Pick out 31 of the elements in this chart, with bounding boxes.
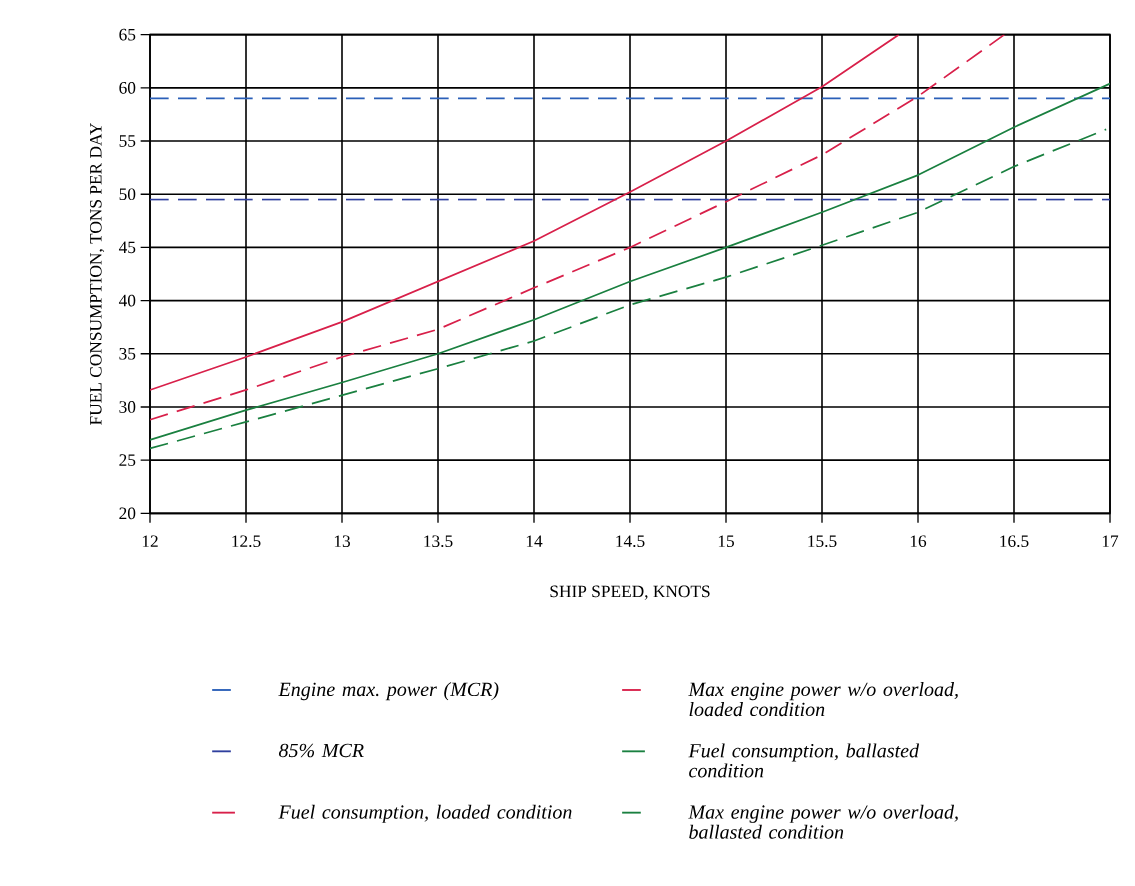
y-tick-label: 65 — [119, 28, 136, 41]
y-tick-label: 25 — [119, 454, 136, 466]
y-tick-label: 35 — [119, 347, 136, 360]
x-tick-label: 16.5 — [1000, 535, 1029, 548]
y-tick-label: 60 — [119, 82, 136, 94]
legend-label: 85% MCR — [278, 743, 364, 758]
x-tick-label: 14.5 — [616, 535, 645, 548]
x-axis-title: SHIP SPEED, KNOTS — [550, 585, 710, 600]
y-tick-label: 30 — [119, 401, 136, 413]
x-tick-label: 12.5 — [232, 535, 261, 548]
x-tick-label: 17 — [1102, 535, 1119, 547]
legend-label: Max engine power w/o overload, loaded condition — [688, 682, 958, 717]
y-tick-label: 50 — [119, 188, 136, 201]
legend-label: Fuel consumption, loaded condition — [278, 804, 572, 823]
x-tick-label: 12 — [142, 535, 158, 547]
legend-label: Fuel consumption, ballasted condition — [688, 743, 920, 778]
y-tick-label: 40 — [118, 294, 136, 307]
y-tick-label: 45 — [118, 241, 136, 254]
x-tick-label: 14 — [526, 535, 543, 547]
legend-label: Engine max. power (MCR) — [278, 682, 499, 701]
line-series — [150, 82, 1110, 441]
y-tick-label: 55 — [119, 135, 136, 147]
x-tick-label: 15 — [718, 535, 734, 547]
x-tick-label: 15.5 — [808, 535, 837, 548]
legend-label: Max engine power w/o overload, ballasted condition — [688, 804, 958, 839]
line-series — [150, 34, 1006, 421]
y-axis-title: FUEL CONSUMPTION, TONS PER DAY — [89, 123, 105, 425]
y-tick-label: 20 — [119, 507, 136, 520]
x-tick-label: 16 — [910, 535, 927, 548]
x-tick-label: 13 — [334, 535, 350, 548]
x-tick-label: 13.5 — [424, 535, 453, 548]
